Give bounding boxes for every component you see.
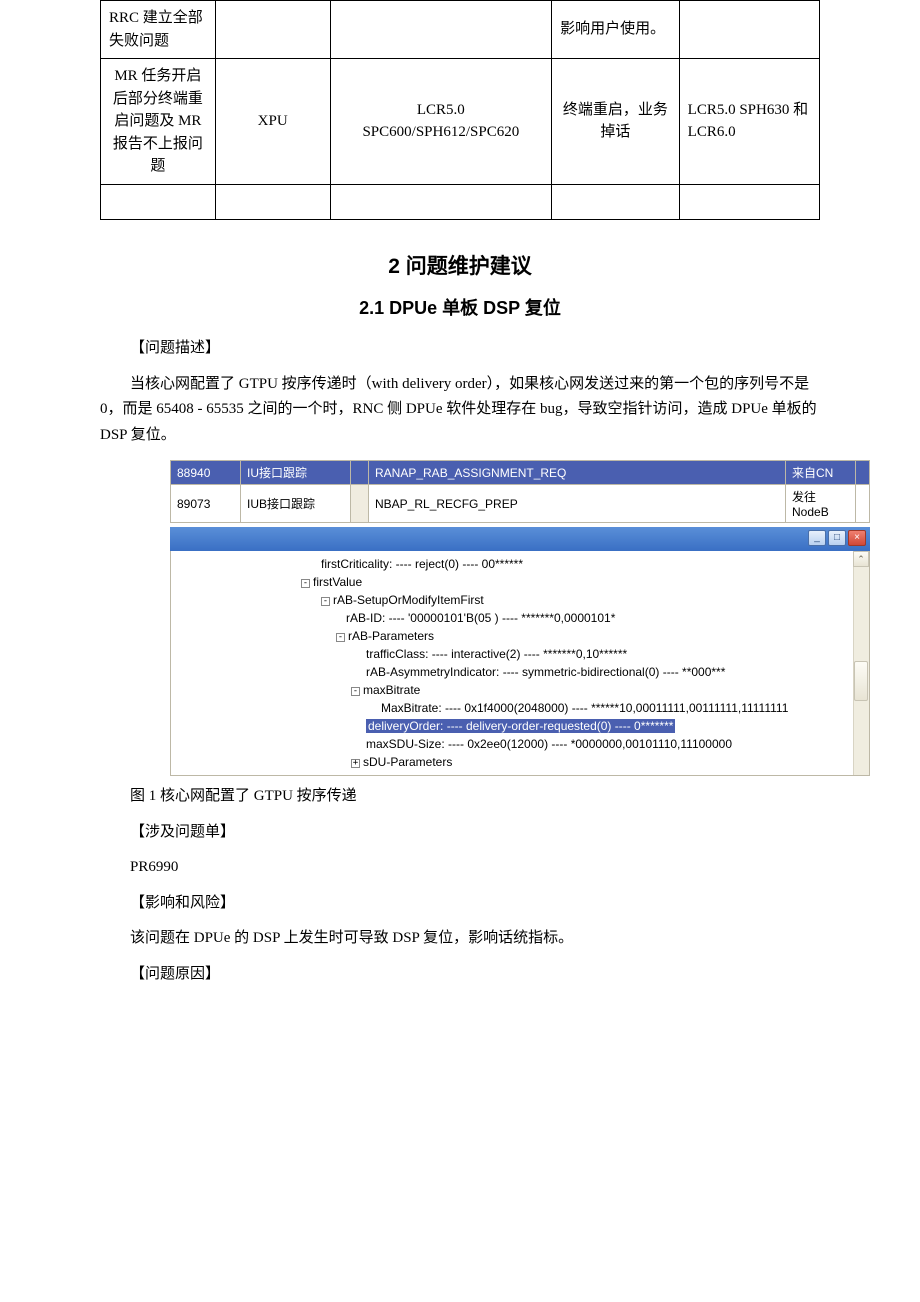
tree-node[interactable]: -maxBitrate xyxy=(171,681,869,699)
tree-node: rAB-AsymmetryIndicator: ---- symmetric-b… xyxy=(171,663,869,681)
table-row xyxy=(101,184,820,220)
tree-pane: ⌃ firstCriticality: ---- reject(0) ---- … xyxy=(170,551,870,776)
tree-node[interactable]: -firstValue xyxy=(171,573,869,591)
trace-cell xyxy=(351,461,369,485)
tree-node: maxSDU-Size: ---- 0x2ee0(12000) ---- *00… xyxy=(171,735,869,753)
cell: 终端重启，业务掉话 xyxy=(552,59,680,185)
trace-cell xyxy=(856,461,870,485)
cell: RRC 建立全部失败问题 xyxy=(101,1,216,59)
tree-node: trafficClass: ---- interactive(2) ---- *… xyxy=(171,645,869,663)
paragraph: 该问题在 DPUe 的 DSP 上发生时可导致 DSP 复位，影响话统指标。 xyxy=(100,926,820,952)
cell: LCR5.0 SPC600/SPH612/SPC620 xyxy=(330,59,552,185)
trace-cell: IU接口跟踪 xyxy=(241,461,351,485)
trace-cell: RANAP_RAB_ASSIGNMENT_REQ xyxy=(369,461,786,485)
cell xyxy=(330,1,552,59)
tree-node[interactable]: -rAB-SetupOrModifyItemFirst xyxy=(171,591,869,609)
tree-node: MaxBitrate: ---- 0x1f4000(2048000) ---- … xyxy=(171,699,869,717)
collapse-icon[interactable]: - xyxy=(301,579,310,588)
label-impact: 【影响和风险】 xyxy=(100,891,820,917)
figure-caption: 图 1 核心网配置了 GTPU 按序传递 xyxy=(100,784,820,810)
table-row: MR 任务开启后部分终端重启问题及 MR 报告不上报问题 XPU LCR5.0 … xyxy=(101,59,820,185)
trace-grid: 88940 IU接口跟踪 RANAP_RAB_ASSIGNMENT_REQ 来自… xyxy=(170,460,870,523)
expand-icon[interactable]: + xyxy=(351,759,360,768)
section-title: 2 问题维护建议 xyxy=(100,250,820,280)
trace-row: 89073 IUB接口跟踪 NBAP_RL_RECFG_PREP 发往NodeB xyxy=(171,485,870,523)
close-icon[interactable]: × xyxy=(848,530,866,546)
collapse-icon[interactable]: - xyxy=(351,687,360,696)
cell xyxy=(215,1,330,59)
tree-node[interactable]: +sDU-Parameters xyxy=(171,753,869,771)
cell xyxy=(215,184,330,220)
cell xyxy=(679,184,819,220)
label-description: 【问题描述】 xyxy=(100,336,820,362)
cell: 影响用户使用。 xyxy=(552,1,680,59)
cell xyxy=(679,1,819,59)
trace-cell: 88940 xyxy=(171,461,241,485)
cell: MR 任务开启后部分终端重启问题及 MR 报告不上报问题 xyxy=(101,59,216,185)
table-row: RRC 建立全部失败问题 影响用户使用。 xyxy=(101,1,820,59)
paragraph: PR6990 xyxy=(100,855,820,881)
trace-cell: NBAP_RL_RECFG_PREP xyxy=(369,485,786,523)
tree-node: firstCriticality: ---- reject(0) ---- 00… xyxy=(171,555,869,573)
scroll-up-icon[interactable]: ⌃ xyxy=(853,551,869,567)
collapse-icon[interactable]: - xyxy=(336,633,345,642)
trace-cell: 89073 xyxy=(171,485,241,523)
trace-cell: IUB接口跟踪 xyxy=(241,485,351,523)
figure-1: 88940 IU接口跟踪 RANAP_RAB_ASSIGNMENT_REQ 来自… xyxy=(100,460,820,776)
cell: XPU xyxy=(215,59,330,185)
tree-node-selected: deliveryOrder: ---- delivery-order-reque… xyxy=(171,717,869,735)
maximize-icon[interactable]: □ xyxy=(828,530,846,546)
label-cause: 【问题原因】 xyxy=(100,962,820,988)
scrollbar-thumb[interactable] xyxy=(854,661,868,701)
trace-row: 88940 IU接口跟踪 RANAP_RAB_ASSIGNMENT_REQ 来自… xyxy=(171,461,870,485)
trace-cell xyxy=(856,485,870,523)
trace-cell: 来自CN xyxy=(786,461,856,485)
subsection-title: 2.1 DPUe 单板 DSP 复位 xyxy=(100,294,820,320)
label-ticket: 【涉及问题单】 xyxy=(100,820,820,846)
tree-node: rAB-ID: ---- '00000101'B(05 ) ---- *****… xyxy=(171,609,869,627)
window-titlebar: _ □ × xyxy=(170,527,870,551)
cell xyxy=(101,184,216,220)
trace-cell xyxy=(351,485,369,523)
cell xyxy=(330,184,552,220)
issues-table: RRC 建立全部失败问题 影响用户使用。 MR 任务开启后部分终端重启问题及 M… xyxy=(100,0,820,220)
cell xyxy=(552,184,680,220)
collapse-icon[interactable]: - xyxy=(321,597,330,606)
trace-cell: 发往NodeB xyxy=(786,485,856,523)
cell: LCR5.0 SPH630 和 LCR6.0 xyxy=(679,59,819,185)
tree-node[interactable]: -rAB-Parameters xyxy=(171,627,869,645)
minimize-icon[interactable]: _ xyxy=(808,530,826,546)
paragraph: 当核心网配置了 GTPU 按序传递时（with delivery order），… xyxy=(100,372,820,449)
